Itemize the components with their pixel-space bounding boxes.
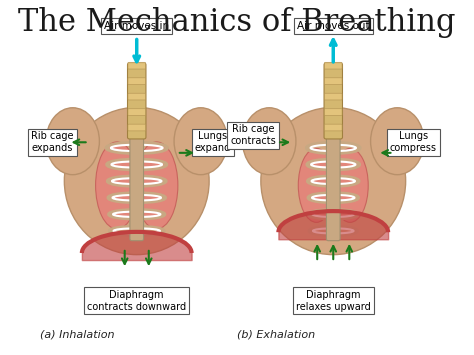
Text: The Mechanics of Breathing: The Mechanics of Breathing [18, 7, 456, 38]
Ellipse shape [371, 108, 424, 175]
Ellipse shape [332, 148, 368, 222]
FancyBboxPatch shape [324, 78, 342, 84]
Text: Rib cage
contracts: Rib cage contracts [230, 125, 276, 146]
FancyBboxPatch shape [128, 109, 146, 115]
Ellipse shape [135, 142, 178, 229]
Text: Air moves in: Air moves in [104, 21, 169, 31]
Ellipse shape [46, 108, 100, 175]
Text: Lungs
expand: Lungs expand [195, 131, 231, 153]
FancyBboxPatch shape [324, 62, 342, 69]
FancyBboxPatch shape [327, 137, 340, 241]
FancyBboxPatch shape [128, 63, 146, 139]
Ellipse shape [261, 108, 406, 255]
FancyBboxPatch shape [324, 63, 343, 139]
Text: (a) Inhalation: (a) Inhalation [40, 329, 115, 339]
Text: Diaphragm
contracts downward: Diaphragm contracts downward [87, 290, 186, 312]
FancyBboxPatch shape [128, 62, 146, 69]
Text: Diaphragm
relaxes upward: Diaphragm relaxes upward [296, 290, 371, 312]
Text: Rib cage
expands: Rib cage expands [31, 131, 74, 153]
Ellipse shape [243, 108, 296, 175]
Ellipse shape [64, 108, 209, 255]
Ellipse shape [298, 148, 335, 222]
FancyBboxPatch shape [324, 124, 342, 131]
Text: Air moves out: Air moves out [297, 21, 370, 31]
FancyBboxPatch shape [128, 124, 146, 131]
Text: Lungs
compress: Lungs compress [390, 131, 437, 153]
FancyBboxPatch shape [128, 93, 146, 100]
Ellipse shape [96, 142, 138, 229]
Text: (b) Exhalation: (b) Exhalation [237, 329, 315, 339]
Ellipse shape [174, 108, 228, 175]
FancyBboxPatch shape [324, 93, 342, 100]
FancyBboxPatch shape [128, 78, 146, 84]
FancyBboxPatch shape [324, 109, 342, 115]
FancyBboxPatch shape [130, 137, 144, 241]
